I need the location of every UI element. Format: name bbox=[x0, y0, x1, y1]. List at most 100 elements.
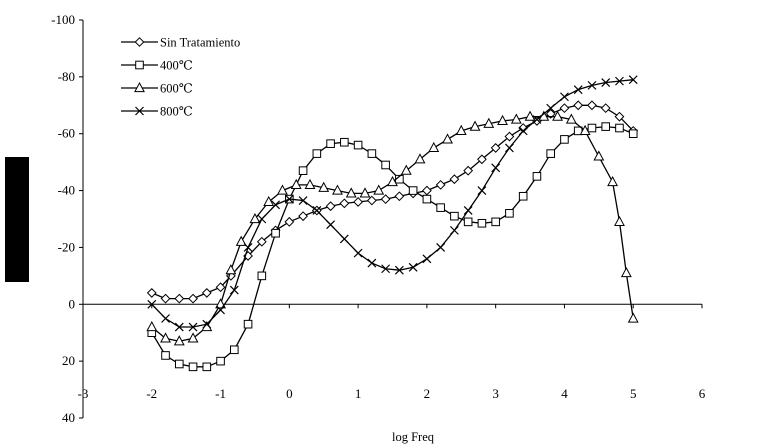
legend: Sin Tratamiento 400℃ 600℃ 800℃ bbox=[121, 36, 240, 119]
data-point-triangle bbox=[292, 180, 301, 189]
data-point-triangle bbox=[305, 180, 314, 189]
y-tick-label: -40 bbox=[58, 183, 75, 198]
data-point-x bbox=[505, 144, 513, 152]
legend-item: Sin Tratamiento bbox=[121, 36, 240, 50]
data-point-square bbox=[616, 124, 624, 132]
data-point-square bbox=[409, 187, 417, 195]
data-point-square bbox=[382, 161, 390, 169]
data-point-square bbox=[561, 136, 569, 144]
data-point-square bbox=[203, 363, 211, 371]
data-point-triangle bbox=[429, 143, 438, 152]
x-tick-label: 6 bbox=[699, 386, 706, 401]
data-point-diamond bbox=[368, 196, 376, 204]
y-axis-title-block bbox=[5, 157, 29, 282]
data-point-x bbox=[162, 315, 170, 323]
data-point-diamond bbox=[450, 175, 458, 183]
data-point-diamond bbox=[354, 198, 362, 206]
y-tick-label: 20 bbox=[62, 353, 75, 368]
data-point-diamond bbox=[436, 181, 444, 189]
data-point-triangle bbox=[161, 333, 170, 342]
data-point-x bbox=[560, 93, 568, 101]
y-tick-label: -80 bbox=[58, 69, 75, 84]
x-tick-label: -1 bbox=[215, 386, 226, 401]
data-point-x bbox=[340, 235, 348, 243]
x-tick-label: 2 bbox=[424, 386, 431, 401]
data-point-square bbox=[217, 357, 225, 365]
y-tick-label: -100 bbox=[51, 12, 75, 27]
data-point-diamond bbox=[574, 101, 582, 109]
data-point-triangle bbox=[374, 186, 383, 195]
data-point-square bbox=[299, 167, 307, 175]
data-point-diamond bbox=[203, 289, 211, 297]
data-point-square bbox=[492, 218, 500, 226]
data-point-triangle bbox=[629, 314, 638, 323]
data-point-square bbox=[272, 229, 280, 237]
data-point-square bbox=[506, 210, 514, 218]
data-point-square bbox=[341, 138, 349, 146]
plot-area: -100 -80 -60 -40 -20 0 20 40-3 -2 -1 0 1 2 3 4 5 6 bbox=[51, 12, 706, 425]
data-point-x bbox=[354, 249, 362, 257]
data-point-x bbox=[492, 164, 500, 172]
data-point-diamond bbox=[285, 218, 293, 226]
x-tick-label: -3 bbox=[78, 386, 89, 401]
data-point-diamond bbox=[340, 199, 348, 207]
legend-label: Sin Tratamiento bbox=[160, 36, 240, 50]
data-point-x bbox=[437, 243, 445, 251]
data-point-x bbox=[244, 243, 252, 251]
data-point-square bbox=[258, 272, 266, 280]
data-point-triangle bbox=[608, 177, 617, 186]
data-point-diamond bbox=[148, 289, 156, 297]
series-line bbox=[152, 127, 633, 367]
data-point-diamond bbox=[602, 104, 610, 112]
data-point-diamond bbox=[299, 212, 307, 220]
data-point-square bbox=[478, 219, 486, 227]
data-point-square bbox=[602, 123, 610, 131]
data-point-x bbox=[230, 286, 238, 294]
x-tick-label: 1 bbox=[355, 386, 362, 401]
data-point-triangle bbox=[594, 151, 603, 160]
data-point-diamond bbox=[326, 202, 334, 210]
data-point-square bbox=[354, 141, 362, 149]
data-point-x bbox=[368, 259, 376, 267]
data-point-square bbox=[423, 195, 431, 203]
data-point-x bbox=[450, 226, 458, 234]
data-point-square bbox=[136, 61, 144, 69]
data-point-square bbox=[533, 173, 541, 181]
legend-item: 400℃ bbox=[121, 59, 193, 73]
data-point-square bbox=[231, 346, 239, 354]
data-point-x bbox=[478, 187, 486, 195]
data-point-diamond bbox=[588, 101, 596, 109]
data-point-square bbox=[189, 363, 197, 371]
data-point-square bbox=[588, 124, 596, 132]
x-tick-label: 0 bbox=[286, 386, 293, 401]
data-point-square bbox=[175, 360, 183, 368]
x-tick-label: -2 bbox=[146, 386, 157, 401]
y-tick-label: 40 bbox=[62, 410, 75, 425]
data-point-triangle bbox=[226, 265, 235, 274]
data-point-diamond bbox=[175, 294, 183, 302]
data-point-diamond bbox=[381, 195, 389, 203]
data-point-x bbox=[423, 255, 431, 263]
data-point-square bbox=[519, 192, 527, 200]
data-point-triangle bbox=[402, 166, 411, 175]
data-point-square bbox=[451, 212, 459, 220]
legend-label: 400℃ bbox=[160, 59, 193, 73]
data-point-x bbox=[464, 206, 472, 214]
data-point-diamond bbox=[560, 104, 568, 112]
data-point-square bbox=[313, 150, 321, 158]
data-point-diamond bbox=[189, 294, 197, 302]
data-point-triangle bbox=[188, 333, 197, 342]
data-point-square bbox=[547, 150, 555, 158]
data-point-square bbox=[437, 204, 445, 212]
data-point-square bbox=[162, 352, 170, 360]
legend-label: 800℃ bbox=[160, 105, 193, 119]
series-diamond bbox=[148, 101, 638, 303]
x-axis-title: log Freq bbox=[392, 430, 435, 444]
y-tick-label: -60 bbox=[58, 126, 75, 141]
data-point-triangle bbox=[615, 217, 624, 226]
data-point-x bbox=[327, 221, 335, 229]
data-point-square bbox=[464, 218, 472, 226]
legend-item: 800℃ bbox=[121, 105, 193, 119]
legend-item: 600℃ bbox=[121, 82, 193, 96]
